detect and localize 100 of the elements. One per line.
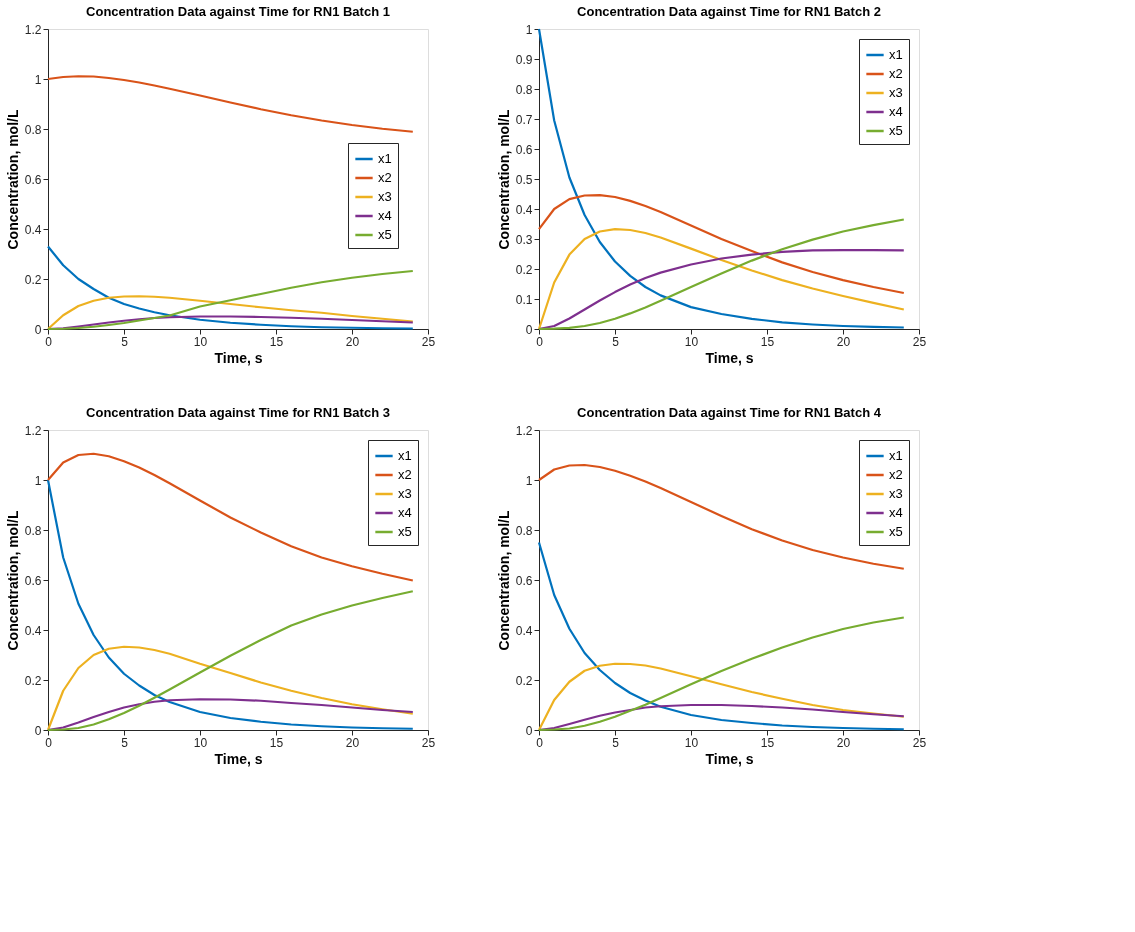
y-axis-title: Concentration, mol/L [495, 510, 512, 651]
line-series [537, 194, 905, 295]
x-tick-label: 0 [536, 334, 544, 349]
x-tick-label: 20 [345, 735, 360, 750]
x-tick-label: 5 [121, 334, 129, 349]
x-axis-title: Time, s [705, 750, 754, 767]
y-tick-label: 0.6 [24, 573, 42, 588]
line-series [537, 463, 905, 570]
legend-label: x3 [889, 85, 903, 100]
y-tick-label: 0.4 [515, 623, 533, 638]
legend-label: x2 [398, 467, 412, 482]
legend-label: x1 [889, 448, 903, 463]
x-tick-label: 20 [836, 735, 851, 750]
x-tick-label: 10 [193, 334, 208, 349]
y-tick-label: 0 [34, 322, 42, 337]
y-tick-label: 0.4 [24, 222, 42, 237]
y-tick-label: 0.5 [515, 172, 533, 187]
x-tick-label: 0 [45, 735, 53, 750]
y-tick-label: 0.8 [24, 122, 42, 137]
legend-label: x5 [889, 524, 903, 539]
legend-label: x3 [378, 189, 392, 204]
y-tick-label: 0.8 [515, 82, 533, 97]
legend-label: x2 [378, 170, 392, 185]
x-tick-label: 0 [536, 735, 544, 750]
legend-label: x5 [378, 227, 392, 242]
y-tick-label: 1.2 [24, 22, 42, 37]
x-tick-label: 15 [760, 735, 775, 750]
x-tick-label: 15 [269, 334, 284, 349]
y-tick-label: 0.2 [515, 673, 533, 688]
legend-label: x4 [889, 104, 903, 119]
legend-label: x5 [398, 524, 412, 539]
y-tick-label: 1 [525, 22, 533, 37]
line-series [46, 478, 414, 730]
line-series [46, 590, 414, 732]
y-tick-label: 1 [525, 473, 533, 488]
chart-title: Concentration Data against Time for RN1 Batch 3 [86, 405, 390, 420]
x-tick-label: 25 [421, 735, 436, 750]
y-tick-label: 0.8 [515, 523, 533, 538]
legend-label: x4 [398, 505, 412, 520]
y-axis-title: Concentration, mol/L [4, 109, 21, 250]
y-tick-label: 0 [34, 723, 42, 738]
line-series [537, 662, 905, 732]
x-tick-label: 10 [684, 334, 699, 349]
chart-title: Concentration Data against Time for RN1 Batch 1 [86, 4, 390, 19]
x-tick-label: 25 [421, 334, 436, 349]
x-tick-label: 10 [193, 735, 208, 750]
y-tick-label: 1.2 [24, 423, 42, 438]
x-tick-label: 25 [912, 334, 927, 349]
chart-title: Concentration Data against Time for RN1 Batch 2 [577, 4, 881, 19]
line-series [46, 245, 414, 330]
line-series [46, 269, 414, 331]
y-tick-label: 0.4 [24, 623, 42, 638]
x-axis-title: Time, s [214, 349, 263, 366]
legend-label: x5 [889, 123, 903, 138]
y-tick-label: 0.6 [24, 172, 42, 187]
legend-label: x1 [889, 47, 903, 62]
legend-label: x1 [378, 151, 392, 166]
legend-label: x3 [889, 486, 903, 501]
y-tick-label: 0.2 [515, 262, 533, 277]
y-tick-label: 0.2 [24, 272, 42, 287]
line-series [537, 541, 905, 731]
y-tick-label: 0.6 [515, 573, 533, 588]
line-series [46, 452, 414, 582]
x-axis-title: Time, s [705, 349, 754, 366]
y-tick-label: 0.4 [515, 202, 533, 217]
x-tick-label: 5 [121, 735, 129, 750]
y-axis-title: Concentration, mol/L [495, 109, 512, 250]
y-tick-label: 0.7 [515, 112, 533, 127]
x-axis-title: Time, s [214, 750, 263, 767]
legend-label: x2 [889, 467, 903, 482]
y-tick-label: 0 [525, 322, 533, 337]
line-series [46, 75, 414, 133]
legend-label: x4 [378, 208, 392, 223]
y-tick-label: 0.8 [24, 523, 42, 538]
x-tick-label: 5 [612, 334, 620, 349]
y-axis-title: Concentration, mol/L [4, 510, 21, 651]
chart-title: Concentration Data against Time for RN1 Batch 4 [577, 405, 882, 420]
y-tick-label: 0.9 [515, 52, 533, 67]
y-tick-label: 0 [525, 723, 533, 738]
x-tick-label: 20 [345, 334, 360, 349]
x-tick-label: 15 [760, 334, 775, 349]
y-tick-label: 1.2 [515, 423, 533, 438]
legend-label: x3 [398, 486, 412, 501]
x-tick-label: 5 [612, 735, 620, 750]
y-tick-label: 1 [34, 72, 42, 87]
y-tick-label: 0.6 [515, 142, 533, 157]
y-tick-label: 0.1 [515, 292, 533, 307]
legend-label: x4 [889, 505, 903, 520]
y-tick-label: 0.2 [24, 673, 42, 688]
y-tick-label: 0.3 [515, 232, 533, 247]
legend-label: x2 [889, 66, 903, 81]
line-series [46, 295, 414, 331]
line-series [537, 616, 905, 732]
x-tick-label: 25 [912, 735, 927, 750]
line-series [46, 645, 414, 732]
y-tick-label: 1 [34, 473, 42, 488]
x-tick-label: 20 [836, 334, 851, 349]
x-tick-label: 15 [269, 735, 284, 750]
legend-label: x1 [398, 448, 412, 463]
x-tick-label: 0 [45, 334, 53, 349]
